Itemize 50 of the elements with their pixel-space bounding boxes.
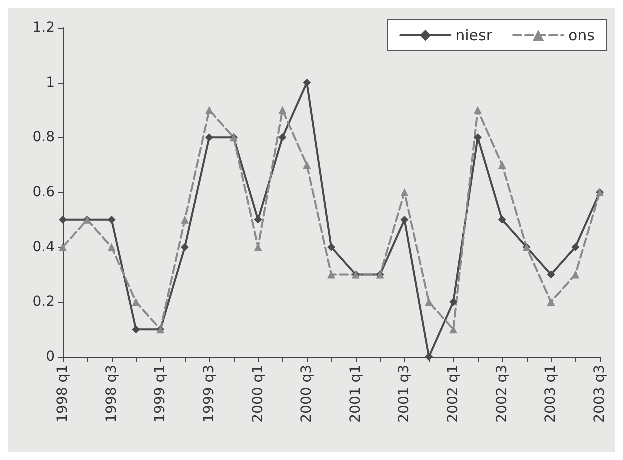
x-tick-label: 2001 q1 [348, 365, 364, 423]
point [400, 188, 409, 196]
x-tick-label: 1998 q1 [55, 365, 71, 423]
point [132, 326, 140, 334]
point [205, 106, 214, 114]
x-tick-label: 2003 q3 [592, 365, 608, 423]
point [425, 353, 434, 361]
point [547, 298, 556, 306]
legend-label: ons [568, 26, 596, 44]
x-tick-label: 2000 q3 [299, 365, 316, 423]
x-tick-label: 1998 q3 [104, 365, 120, 423]
point [278, 134, 287, 142]
point [572, 270, 580, 279]
x-tick-label: 2002 q1 [446, 365, 462, 423]
point [450, 326, 458, 334]
x-tick-label: 2002 q3 [494, 365, 510, 423]
point [108, 216, 116, 224]
x-tick-label: 1999 q1 [152, 365, 169, 423]
y-tick-label: 0.2 [32, 294, 55, 310]
point [425, 298, 434, 306]
point [181, 243, 190, 252]
point [303, 78, 312, 87]
point [181, 216, 190, 224]
y-tick-label: 0.8 [32, 130, 55, 146]
point [303, 161, 312, 170]
x-tick-label: 2001 q3 [396, 365, 413, 423]
y-tick-label: 0 [46, 349, 55, 365]
point [132, 298, 140, 306]
point [205, 134, 214, 142]
x-tick-label: 1999 q3 [201, 365, 218, 423]
y-tick-label: 1 [46, 74, 55, 91]
legend-label: niesr [456, 26, 494, 44]
point [278, 106, 287, 114]
point [547, 270, 556, 279]
point [59, 243, 67, 252]
point [450, 298, 458, 306]
y-tick-label: 1.2 [32, 20, 55, 36]
point [108, 243, 116, 252]
point [474, 106, 482, 114]
x-tick-label: 2000 q1 [250, 365, 266, 423]
point [328, 243, 336, 252]
y-tick-label: 0.6 [32, 184, 56, 200]
point [498, 216, 506, 224]
point [59, 216, 67, 224]
point [572, 243, 580, 252]
x-tick-label: 2003 q1 [543, 365, 560, 423]
point [498, 161, 506, 170]
y-tick-label: 0.4 [32, 239, 56, 256]
point [254, 216, 262, 224]
point [328, 270, 336, 279]
